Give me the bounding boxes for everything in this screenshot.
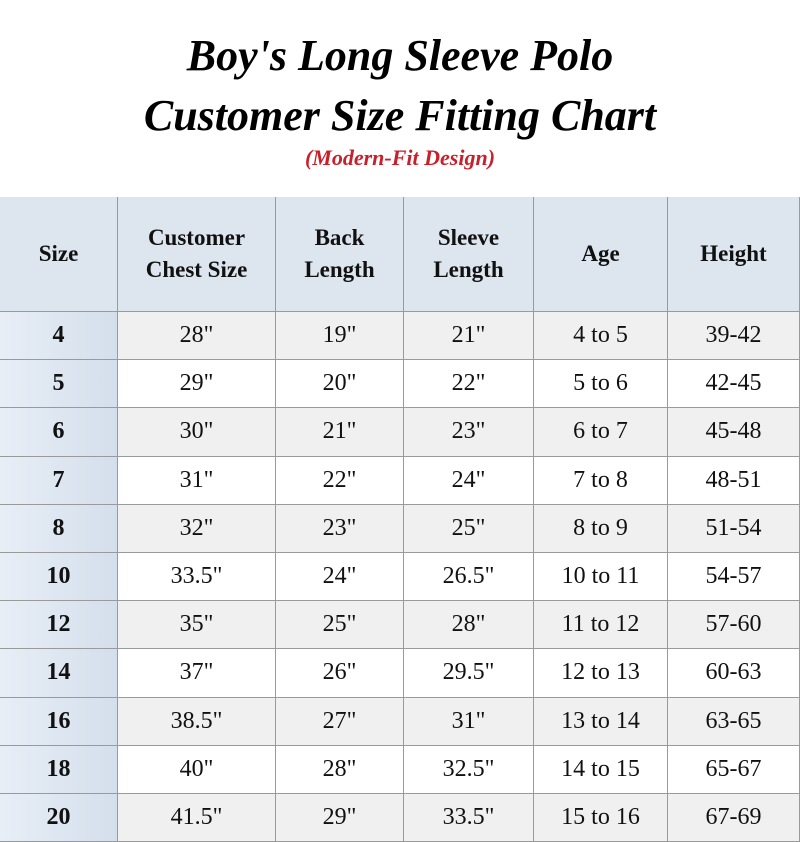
title: Boy's Long Sleeve Polo xyxy=(186,31,614,80)
size-cell: 4 xyxy=(0,312,118,361)
size-cell: 10 xyxy=(0,552,118,602)
size-cell: 7 xyxy=(0,456,118,505)
data-cell: 21" xyxy=(276,408,404,457)
data-cell: 20" xyxy=(276,360,404,409)
data-cell: 8 to 9 xyxy=(534,504,668,553)
size-cell: 18 xyxy=(0,745,118,794)
data-cell: 4 to 5 xyxy=(534,312,668,361)
data-cell: 24" xyxy=(404,456,534,505)
data-cell: 12 to 13 xyxy=(534,649,668,698)
data-cell: 29.5" xyxy=(404,649,534,698)
header-cell: Size xyxy=(0,197,118,312)
data-cell: 32" xyxy=(118,504,276,553)
data-cell: 60-63 xyxy=(668,649,800,698)
data-cell: 37" xyxy=(118,649,276,698)
data-cell: 48-51 xyxy=(668,456,800,505)
size-cell: 12 xyxy=(0,601,118,650)
data-cell: 22" xyxy=(276,456,404,505)
data-cell: 31" xyxy=(118,456,276,505)
header-cell: Sleeve Length xyxy=(404,197,534,312)
data-cell: 42-45 xyxy=(668,360,800,409)
header-cell: Age xyxy=(534,197,668,312)
data-cell: 28" xyxy=(404,601,534,650)
data-cell: 57-60 xyxy=(668,601,800,650)
size-cell: 20 xyxy=(0,793,118,842)
data-cell: 14 to 15 xyxy=(534,745,668,794)
data-cell: 26.5" xyxy=(404,552,534,602)
size-cell: 14 xyxy=(0,649,118,698)
data-cell: 5 to 6 xyxy=(534,360,668,409)
data-cell: 23" xyxy=(404,408,534,457)
data-cell: 19" xyxy=(276,312,404,361)
size-cell: 6 xyxy=(0,408,118,457)
size-cell: 5 xyxy=(0,360,118,409)
data-cell: 63-65 xyxy=(668,697,800,746)
data-cell: 29" xyxy=(118,360,276,409)
data-cell: 67-69 xyxy=(668,793,800,842)
data-cell: 22" xyxy=(404,360,534,409)
data-cell: 25" xyxy=(404,504,534,553)
data-cell: 45-48 xyxy=(668,408,800,457)
title: Customer Size Fitting Chart xyxy=(143,91,657,140)
data-cell: 13 to 14 xyxy=(534,697,668,746)
data-cell: 39-42 xyxy=(668,312,800,361)
data-cell: 21" xyxy=(404,312,534,361)
data-cell: 25" xyxy=(276,601,404,650)
data-cell: 6 to 7 xyxy=(534,408,668,457)
header-cell: Height xyxy=(668,197,800,312)
data-cell: 27" xyxy=(276,697,404,746)
data-cell: 15 to 16 xyxy=(534,793,668,842)
data-cell: 33.5" xyxy=(118,552,276,602)
data-cell: 10 to 11 xyxy=(534,552,668,602)
data-cell: 35" xyxy=(118,601,276,650)
data-cell: 40" xyxy=(118,745,276,794)
size-cell: 8 xyxy=(0,504,118,553)
data-cell: 38.5" xyxy=(118,697,276,746)
size-cell: 16 xyxy=(0,697,118,746)
data-cell: 29" xyxy=(276,793,404,842)
subtitle: (Modern-Fit Design) xyxy=(304,145,496,170)
data-cell: 11 to 12 xyxy=(534,601,668,650)
header-cell: Back Length xyxy=(276,197,404,312)
data-cell: 28" xyxy=(118,312,276,361)
data-cell: 28" xyxy=(276,745,404,794)
data-cell: 7 to 8 xyxy=(534,456,668,505)
data-cell: 24" xyxy=(276,552,404,602)
data-cell: 54-57 xyxy=(668,552,800,602)
data-cell: 41.5" xyxy=(118,793,276,842)
data-cell: 51-54 xyxy=(668,504,800,553)
data-cell: 26" xyxy=(276,649,404,698)
data-cell: 65-67 xyxy=(668,745,800,794)
data-cell: 32.5" xyxy=(404,745,534,794)
data-cell: 23" xyxy=(276,504,404,553)
size-table: Size Customer Chest Size Back Length Sleeve… xyxy=(0,197,800,842)
data-cell: 31" xyxy=(404,697,534,746)
data-cell: 33.5" xyxy=(404,793,534,842)
header-cell: Customer Chest Size xyxy=(118,197,276,312)
data-cell: 30" xyxy=(118,408,276,457)
